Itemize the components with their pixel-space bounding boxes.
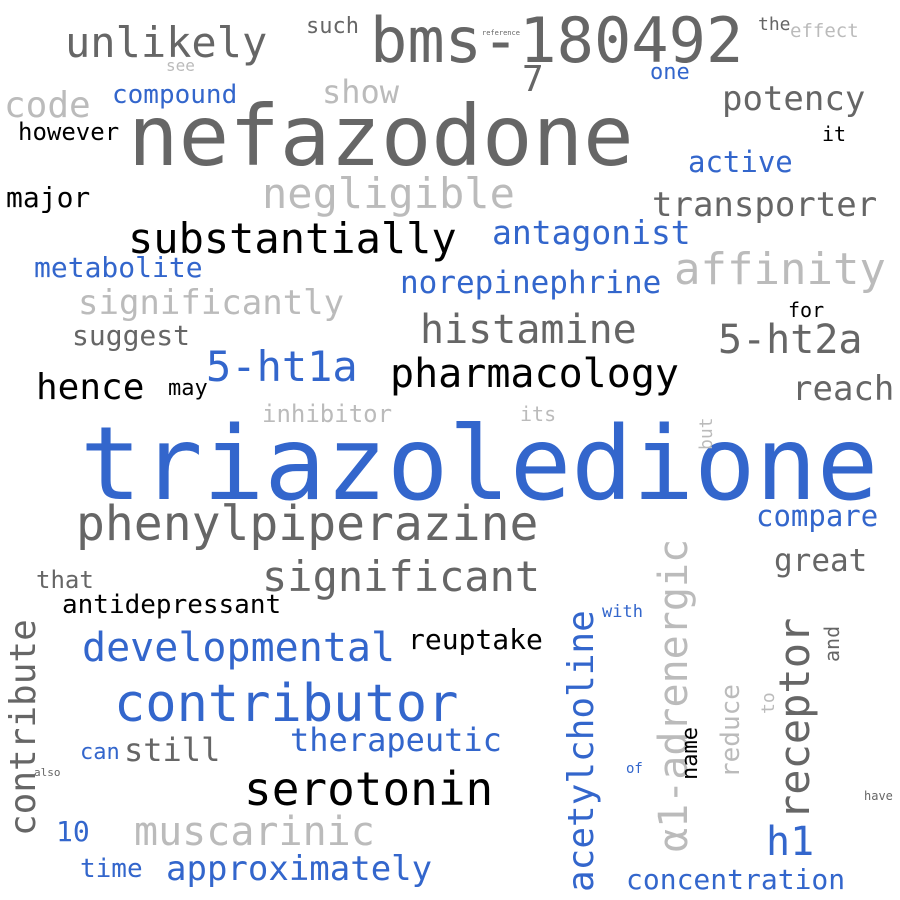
word-show: show bbox=[322, 73, 400, 111]
word-may: may bbox=[168, 376, 208, 401]
word-that: that bbox=[36, 566, 94, 594]
word-its: its bbox=[520, 402, 557, 426]
word-reduce: reduce bbox=[716, 684, 746, 778]
word-see: see bbox=[166, 56, 195, 75]
word-substantially: substantially bbox=[128, 214, 457, 263]
word-compare: compare bbox=[756, 499, 879, 533]
word-seven: 7 bbox=[522, 59, 544, 100]
word-hence: hence bbox=[36, 367, 145, 408]
word-developmental: developmental bbox=[82, 625, 396, 671]
word-histamine: histamine bbox=[420, 307, 637, 353]
word-receptor: receptor bbox=[770, 617, 819, 820]
word-a1-adrenergic: α1-adrenergic bbox=[651, 538, 697, 852]
word-unlikely: unlikely bbox=[65, 18, 268, 67]
word-such: such bbox=[306, 14, 359, 39]
word-inhibitor: inhibitor bbox=[262, 400, 393, 428]
word-name: name bbox=[678, 727, 703, 780]
word-significantly: significantly bbox=[78, 283, 345, 323]
word-h1: h1 bbox=[766, 819, 815, 865]
word-5-ht2a: 5-ht2a bbox=[718, 317, 863, 363]
word-concentration: concentration bbox=[626, 863, 846, 896]
word-5-ht1a: 5-ht1a bbox=[206, 342, 358, 391]
word-bms-180492: bms-180492 bbox=[370, 4, 744, 77]
word-triazoledione: triazoledione bbox=[80, 405, 879, 524]
word-great: great bbox=[774, 543, 868, 579]
word-reuptake: reuptake bbox=[408, 623, 543, 656]
word-of: of bbox=[626, 761, 643, 777]
word-compound: compound bbox=[112, 80, 238, 110]
word-suggest: suggest bbox=[72, 319, 191, 352]
word-antagonist: antagonist bbox=[492, 213, 691, 252]
word-metabolite: metabolite bbox=[34, 251, 203, 284]
word-transporter: transporter bbox=[652, 185, 878, 225]
word-reach: reach bbox=[792, 369, 895, 409]
word-nefazodone: nefazodone bbox=[128, 87, 634, 185]
word-contributor: contributor bbox=[114, 674, 459, 734]
word-phenylpiperazine: phenylpiperazine bbox=[76, 496, 539, 552]
word-for: for bbox=[788, 298, 825, 322]
word-affinity: affinity bbox=[674, 244, 886, 295]
word-however: however bbox=[18, 118, 120, 146]
word-therapeutic: therapeutic bbox=[290, 721, 502, 759]
word-significant: significant bbox=[262, 552, 541, 601]
word-ten: 10 bbox=[56, 815, 90, 848]
word-negligible: negligible bbox=[262, 169, 515, 218]
word-major: major bbox=[6, 181, 91, 214]
word-potency: potency bbox=[722, 79, 866, 119]
word-contribute: contribute bbox=[3, 619, 44, 836]
word-it: it bbox=[822, 122, 847, 146]
word-can: can bbox=[80, 740, 120, 765]
word-effect: effect bbox=[790, 20, 859, 42]
word-and: and bbox=[820, 625, 844, 662]
word-antidepressant: antidepressant bbox=[62, 590, 282, 620]
word-one: one bbox=[650, 60, 690, 85]
word-serotonin: serotonin bbox=[244, 762, 494, 816]
word-pharmacology: pharmacology bbox=[390, 351, 679, 397]
word-reference: reference bbox=[482, 29, 520, 37]
word-the: the bbox=[758, 14, 791, 35]
word-acetylcholine: acetylcholine bbox=[561, 610, 602, 892]
word-still: still bbox=[124, 731, 221, 769]
word-but: but bbox=[696, 417, 717, 450]
word-also: also bbox=[34, 766, 61, 779]
word-have: have bbox=[864, 789, 893, 803]
word-muscarinic: muscarinic bbox=[134, 809, 375, 855]
word-active: active bbox=[688, 145, 793, 179]
word-code: code bbox=[4, 85, 91, 126]
word-approximately: approximately bbox=[166, 849, 433, 889]
word-time: time bbox=[80, 854, 143, 884]
word-with: with bbox=[602, 602, 643, 622]
word-to: to bbox=[758, 692, 779, 714]
word-norepinephrine: norepinephrine bbox=[400, 265, 662, 301]
